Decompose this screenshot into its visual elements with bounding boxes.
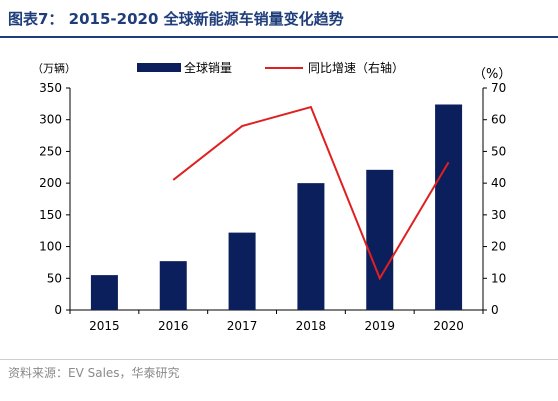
right-axis-label: （%） (473, 67, 511, 82)
right-tick-label: 70 (491, 81, 506, 95)
right-tick-label: 40 (491, 176, 506, 190)
x-tick-label: 2019 (364, 319, 395, 333)
x-tick-label: 2017 (227, 319, 258, 333)
right-tick-label: 60 (491, 113, 506, 127)
x-tick-label: 2020 (433, 319, 464, 333)
bar-sales-2019 (366, 169, 394, 310)
x-tick-label: 2018 (296, 319, 327, 333)
left-axis-label: （万辆） (32, 61, 76, 75)
source-note: 资料来源：EV Sales，华泰研究 (8, 366, 180, 380)
combo-chart: 0 50 100 150 200 250 300 350 0 10 20 30 40 50 60 70 2015… (32, 60, 511, 333)
x-tick-label: 2016 (158, 319, 189, 333)
left-tick-label: 300 (39, 113, 62, 127)
left-tick-label: 200 (39, 176, 62, 190)
legend-label-growth: 同比增速（右轴） (308, 60, 404, 75)
bar-sales-2018 (297, 183, 325, 310)
legend-swatch-sales (137, 63, 181, 72)
right-tick-label: 0 (491, 303, 499, 317)
title-divider (0, 36, 558, 38)
left-tick-label: 350 (39, 81, 62, 95)
left-tick-label: 0 (54, 303, 62, 317)
left-tick-label: 50 (47, 271, 62, 285)
legend-label-sales: 全球销量 (184, 60, 232, 75)
bar-sales-2016 (159, 261, 187, 310)
left-tick-label: 150 (39, 208, 62, 222)
title-bar: 图表7： 2015-2020 全球新能源车销量变化趋势 (0, 0, 558, 36)
left-tick-label: 250 (39, 144, 62, 158)
bar-sales-2015 (90, 275, 118, 310)
right-tick-label: 10 (491, 271, 506, 285)
bar-sales-2017 (228, 232, 256, 310)
right-tick-label: 20 (491, 240, 506, 254)
right-tick-label: 50 (491, 144, 506, 158)
chart-title: 图表7： 2015-2020 全球新能源车销量变化趋势 (8, 10, 344, 28)
x-tick-label: 2015 (89, 319, 120, 333)
source-divider (0, 359, 558, 360)
left-tick-label: 100 (39, 240, 62, 254)
bar-sales-2020 (435, 104, 463, 311)
right-tick-label: 30 (491, 208, 506, 222)
